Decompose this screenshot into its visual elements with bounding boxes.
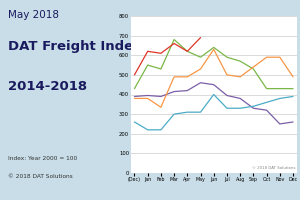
- 2014: [212, 46, 215, 49]
- 2016: [252, 105, 255, 107]
- 2015: [159, 95, 163, 98]
- 2017: [252, 66, 255, 68]
- 2014: [252, 68, 255, 70]
- Line: 2016: 2016: [134, 95, 293, 130]
- 2015: [291, 121, 295, 123]
- 2017: [291, 76, 295, 78]
- 2014: [278, 87, 282, 90]
- Text: Index: Year 2000 = 100: Index: Year 2000 = 100: [8, 156, 77, 161]
- 2017: [212, 48, 215, 51]
- 2017: [133, 97, 136, 100]
- Text: © 2018 DAT Solutions: © 2018 DAT Solutions: [252, 166, 295, 170]
- 2015: [265, 109, 268, 111]
- 2017: [146, 97, 149, 100]
- 2017: [172, 76, 176, 78]
- 2015: [133, 95, 136, 98]
- 2015: [146, 94, 149, 97]
- 2018: [185, 50, 189, 53]
- Line: 2015: 2015: [134, 83, 293, 124]
- 2014: [185, 50, 189, 53]
- 2016: [291, 95, 295, 98]
- 2016: [238, 107, 242, 109]
- 2018: [172, 42, 176, 45]
- 2014: [159, 68, 163, 70]
- 2015: [212, 83, 215, 86]
- 2015: [172, 90, 176, 93]
- 2014: [172, 38, 176, 41]
- 2018: [133, 74, 136, 76]
- Line: 2014: 2014: [134, 40, 293, 89]
- 2016: [265, 101, 268, 104]
- 2017: [265, 56, 268, 58]
- 2017: [278, 56, 282, 58]
- 2017: [225, 74, 229, 76]
- 2014: [238, 60, 242, 62]
- 2015: [185, 89, 189, 92]
- 2014: [291, 87, 295, 90]
- 2017: [185, 76, 189, 78]
- 2016: [146, 129, 149, 131]
- 2015: [225, 94, 229, 97]
- 2014: [199, 56, 202, 58]
- 2014: [133, 87, 136, 90]
- 2017: [199, 68, 202, 70]
- 2018: [199, 36, 202, 39]
- 2015: [278, 123, 282, 125]
- Legend: 2014, 2015, 2016, 2017, 2018: 2014, 2015, 2016, 2017, 2018: [188, 0, 295, 2]
- 2016: [225, 107, 229, 109]
- 2017: [238, 76, 242, 78]
- 2018: [159, 52, 163, 54]
- Text: © 2018 DAT Solutions: © 2018 DAT Solutions: [8, 174, 73, 179]
- 2015: [238, 97, 242, 100]
- 2014: [225, 56, 229, 58]
- 2014: [265, 87, 268, 90]
- 2015: [252, 107, 255, 109]
- 2016: [133, 121, 136, 123]
- 2014: [146, 64, 149, 66]
- 2015: [199, 82, 202, 84]
- 2016: [278, 97, 282, 100]
- Text: 2014-2018: 2014-2018: [8, 80, 87, 93]
- 2017: [159, 106, 163, 108]
- Line: 2018: 2018: [134, 38, 200, 75]
- 2016: [159, 129, 163, 131]
- 2016: [185, 111, 189, 113]
- Line: 2017: 2017: [134, 49, 293, 107]
- 2016: [172, 113, 176, 115]
- 2016: [212, 93, 215, 96]
- Text: May 2018: May 2018: [8, 10, 59, 20]
- 2016: [199, 111, 202, 113]
- Text: DAT Freight Index: DAT Freight Index: [8, 40, 142, 53]
- 2018: [146, 50, 149, 53]
